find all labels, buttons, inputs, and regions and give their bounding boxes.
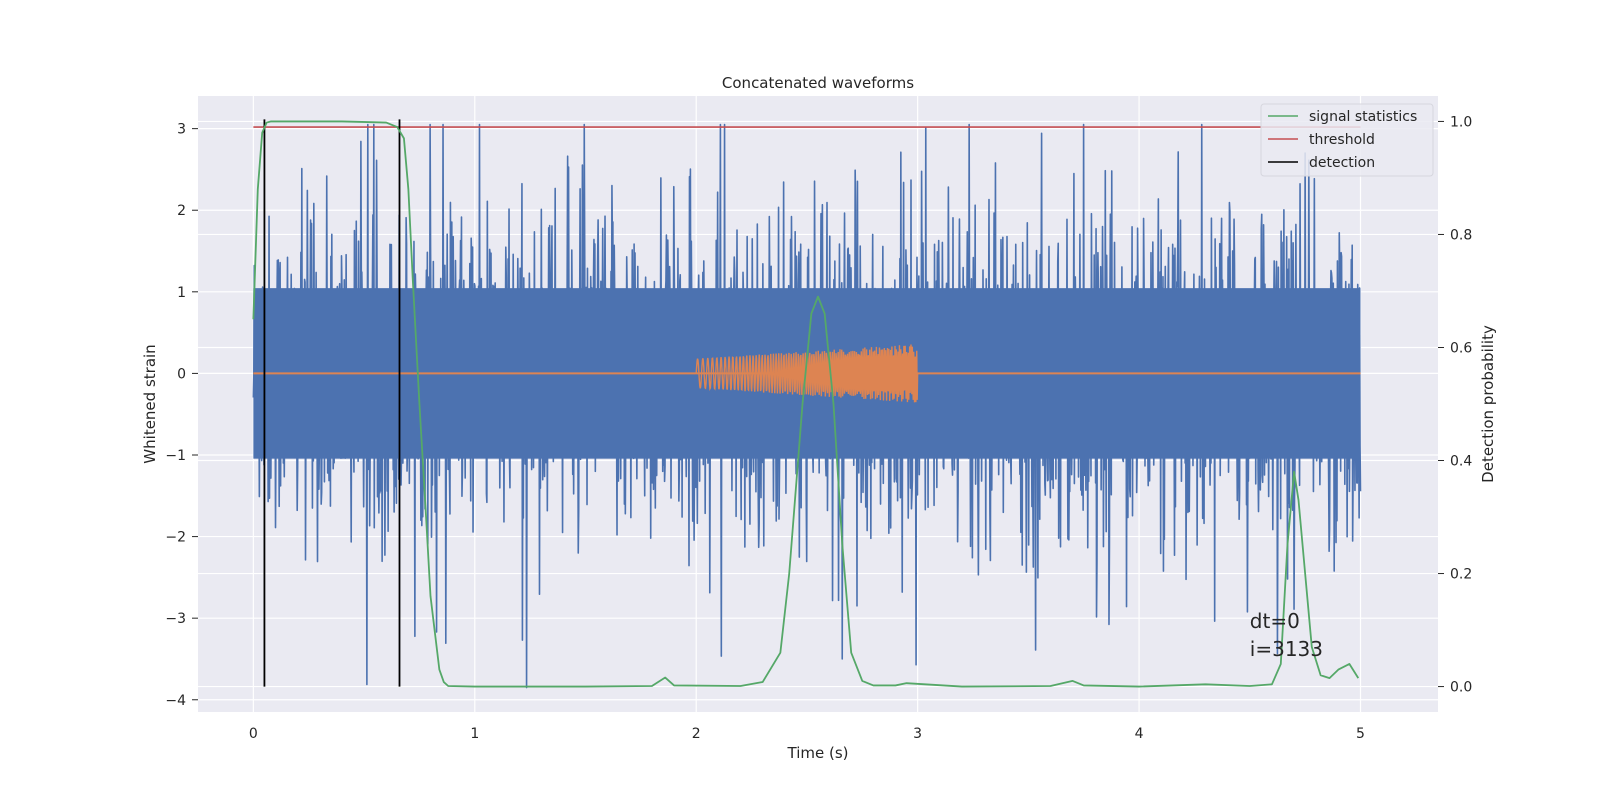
y-left-tick-label: −1 — [165, 448, 186, 464]
plot-series — [252, 119, 1362, 689]
y-right-tick-label: 0.8 — [1450, 227, 1472, 243]
x-tick-label: 1 — [470, 726, 479, 742]
y-left-tick-label: −2 — [165, 530, 186, 546]
x-tick-label: 0 — [249, 726, 258, 742]
y-left-tick-label: 3 — [177, 122, 186, 138]
legend-label-threshold: threshold — [1309, 132, 1375, 148]
legend-box — [1260, 103, 1434, 177]
annotation: dt=0 i=3133 — [1250, 609, 1323, 661]
y-left-tick-label: 0 — [177, 366, 186, 382]
y-right-tick-label: 0.4 — [1450, 454, 1472, 470]
y-left-tick-label: −3 — [165, 611, 186, 627]
x-tick-label: 4 — [1135, 726, 1144, 742]
y-axis-left-title: Whitened strain — [141, 344, 159, 463]
tick-labels: 0 1 2 3 4 5 −4 −3 −2 −1 0 1 2 3 0.0 0.2 0.4 0.6 0.8 1.0 — [165, 114, 1472, 742]
annotation-dt: dt=0 — [1250, 609, 1300, 633]
signal-statistics-line — [252, 120, 1360, 688]
y-right-tick-label: 0.6 — [1450, 340, 1472, 356]
x-tick-label: 5 — [1356, 726, 1365, 742]
y-left-tick-label: 2 — [177, 203, 186, 219]
annotation-index: i=3133 — [1250, 637, 1323, 661]
y-right-tick-label: 0.0 — [1450, 680, 1472, 696]
chart-title: Concatenated waveforms — [722, 74, 914, 92]
y-right-tick-label: 0.2 — [1450, 567, 1472, 583]
template-chirp-line — [695, 344, 919, 403]
y-left-tick-label: −4 — [165, 693, 186, 709]
x-tick-label: 3 — [913, 726, 922, 742]
y-left-tick-label: 1 — [177, 285, 186, 301]
legend: signal statistics threshold detection — [1260, 103, 1434, 177]
x-axis-title: Time (s) — [787, 744, 849, 762]
y-axis-right-title: Detection probability — [1479, 325, 1497, 483]
y-right-tick-label: 1.0 — [1450, 114, 1472, 130]
legend-label-signal-statistics: signal statistics — [1309, 109, 1417, 125]
legend-label-detection: detection — [1309, 155, 1375, 171]
x-tick-label: 2 — [692, 726, 701, 742]
